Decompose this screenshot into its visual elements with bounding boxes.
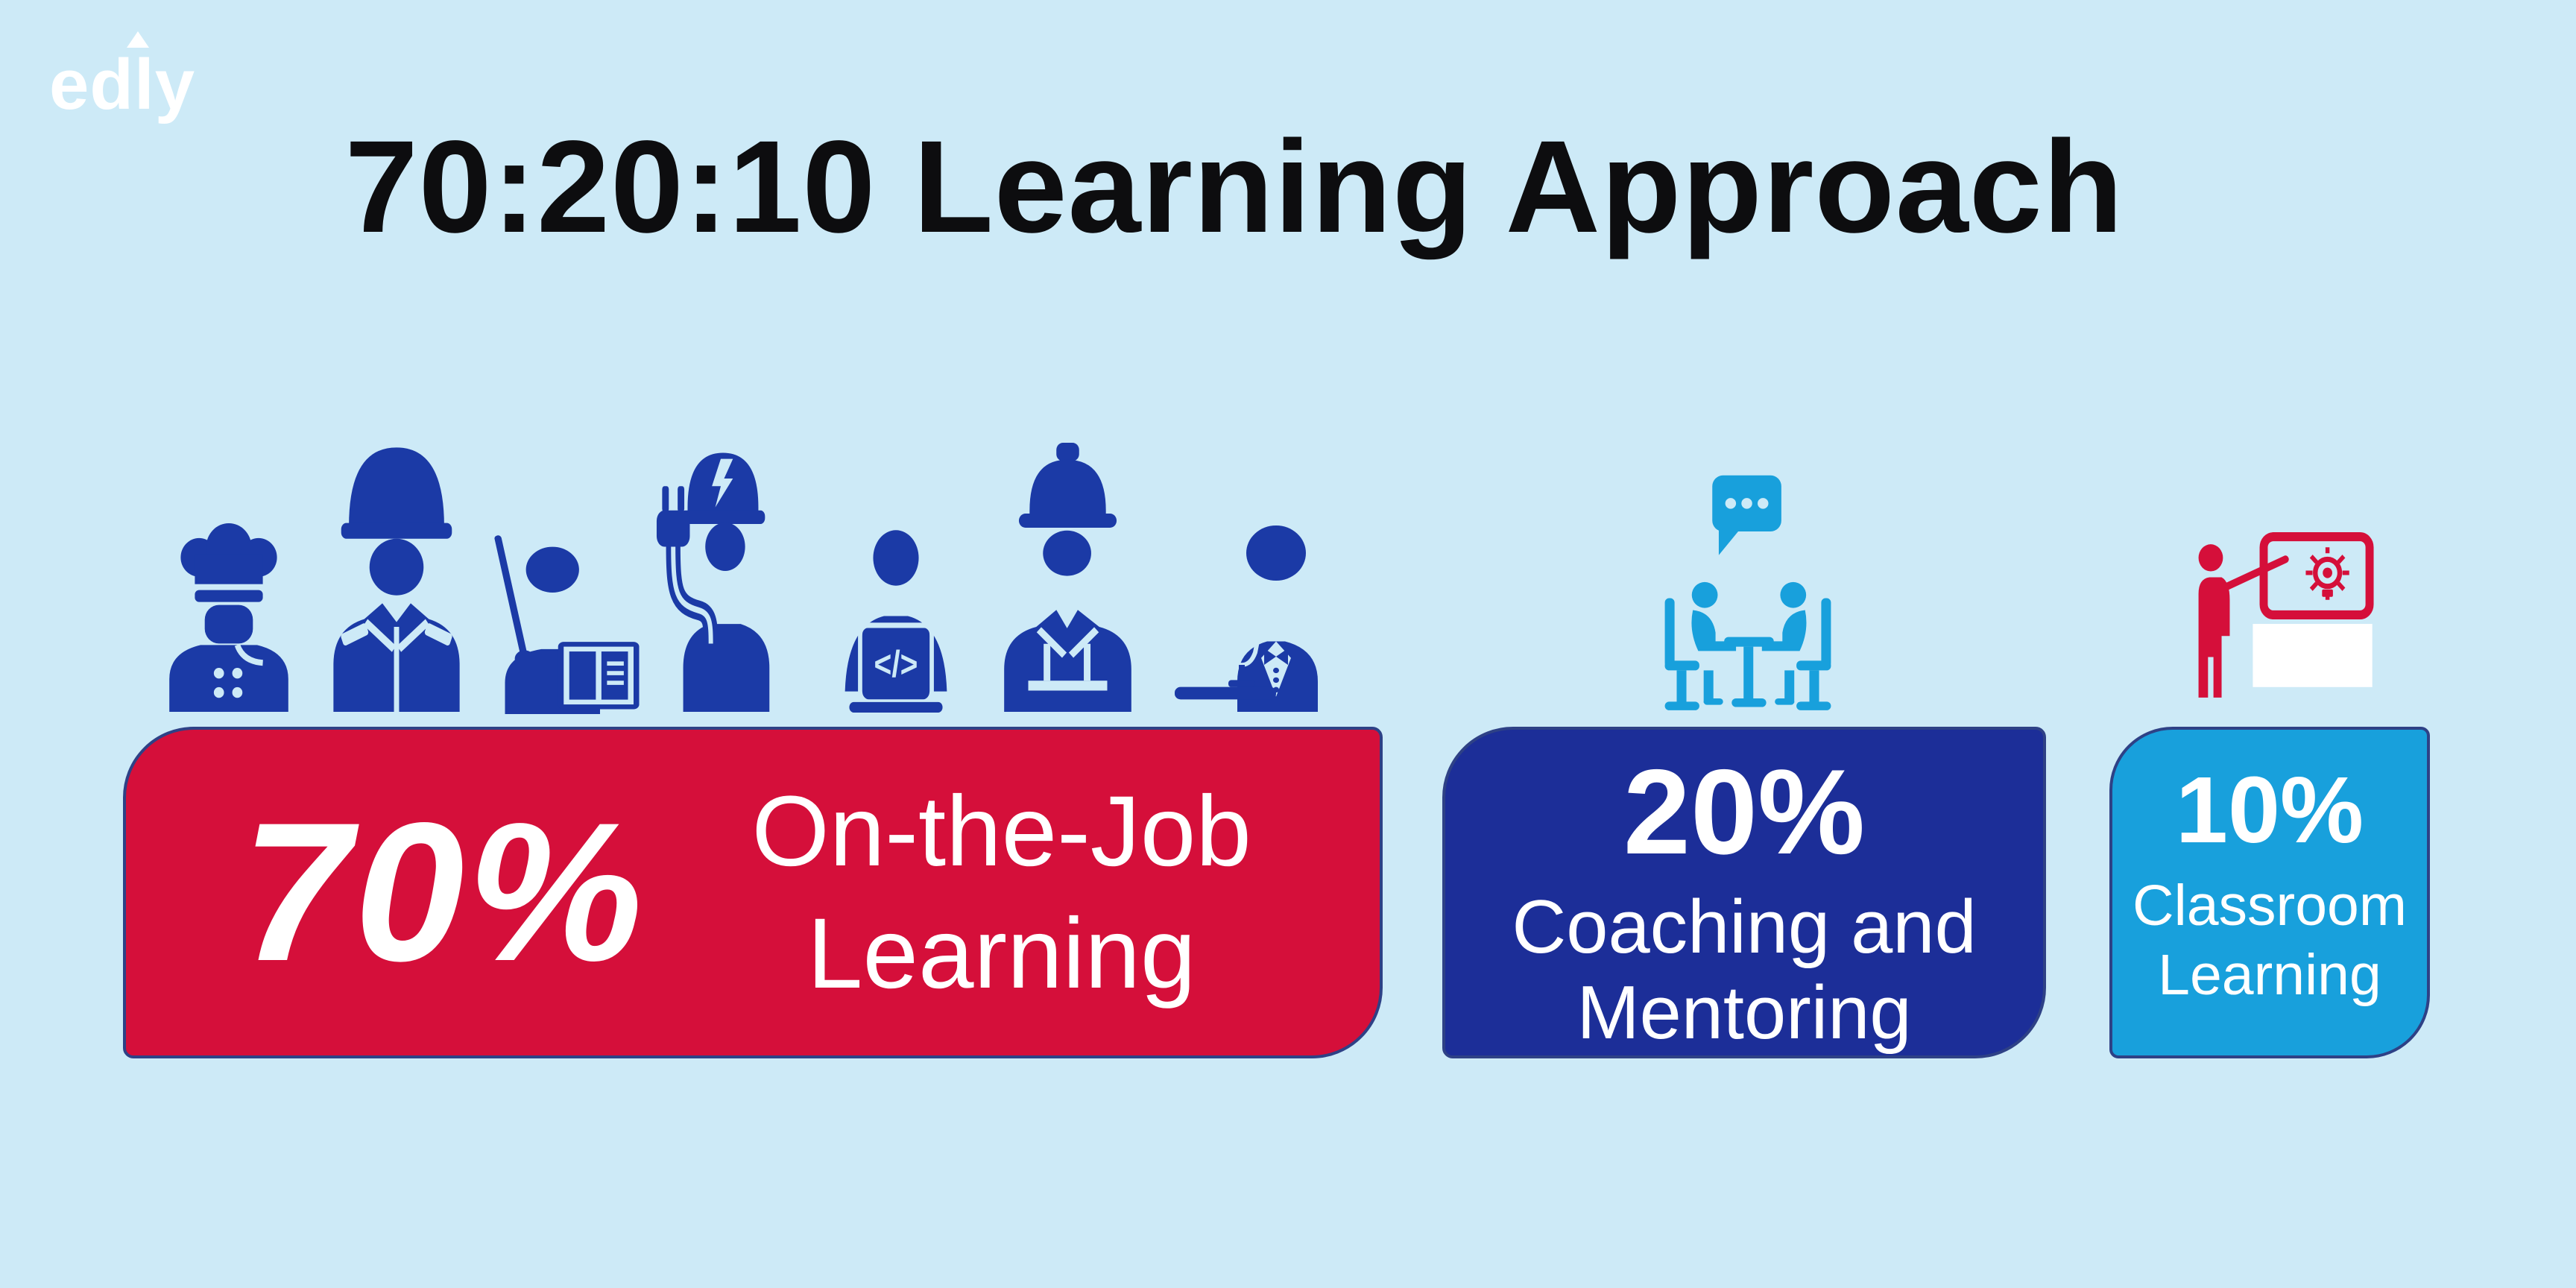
teacher-pointer-book-icon: [494, 535, 640, 714]
percent-20: 20%: [1623, 745, 1866, 880]
edly-logo: edly: [49, 31, 195, 121]
label-coaching-mentoring: Coaching and Mentoring: [1512, 885, 1976, 1056]
electrician-plug-icon: [656, 452, 770, 712]
waiter-icon: [1175, 525, 1318, 712]
logo-arrow-icon: [127, 31, 149, 48]
edly-logo-text: edly: [49, 45, 196, 124]
block-coaching-mentoring: 20% Coaching and Mentoring: [1442, 727, 2046, 1058]
label-line: Mentoring: [1576, 971, 1912, 1055]
developer-laptop-icon: </>: [845, 530, 947, 713]
label-line: On-the-Job: [751, 776, 1251, 888]
classroom-teaching-icon: [2198, 532, 2374, 698]
page-title: 70:20:10 Learning Approach: [344, 114, 2124, 260]
percent-70: 70%: [242, 782, 646, 1003]
label-line: Learning: [806, 897, 1196, 1009]
label-classroom-learning: Classroom Learning: [2133, 871, 2407, 1009]
label-line: Learning: [2158, 942, 2381, 1007]
svg-text:</>: </>: [874, 643, 918, 685]
label-on-the-job: On-the-Job Learning: [698, 771, 1380, 1014]
block-classroom-learning: 10% Classroom Learning: [2109, 727, 2430, 1058]
label-line: Classroom: [2133, 874, 2407, 938]
construction-worker-icon: [1004, 443, 1131, 712]
label-line: Coaching and: [1512, 886, 1977, 970]
coaching-conversation-icon: [1664, 475, 1831, 710]
chef-icon: [169, 523, 288, 712]
soldier-icon: [333, 447, 460, 712]
block-on-the-job: 70% On-the-Job Learning: [123, 727, 1383, 1058]
percent-10: 10%: [2175, 757, 2364, 862]
